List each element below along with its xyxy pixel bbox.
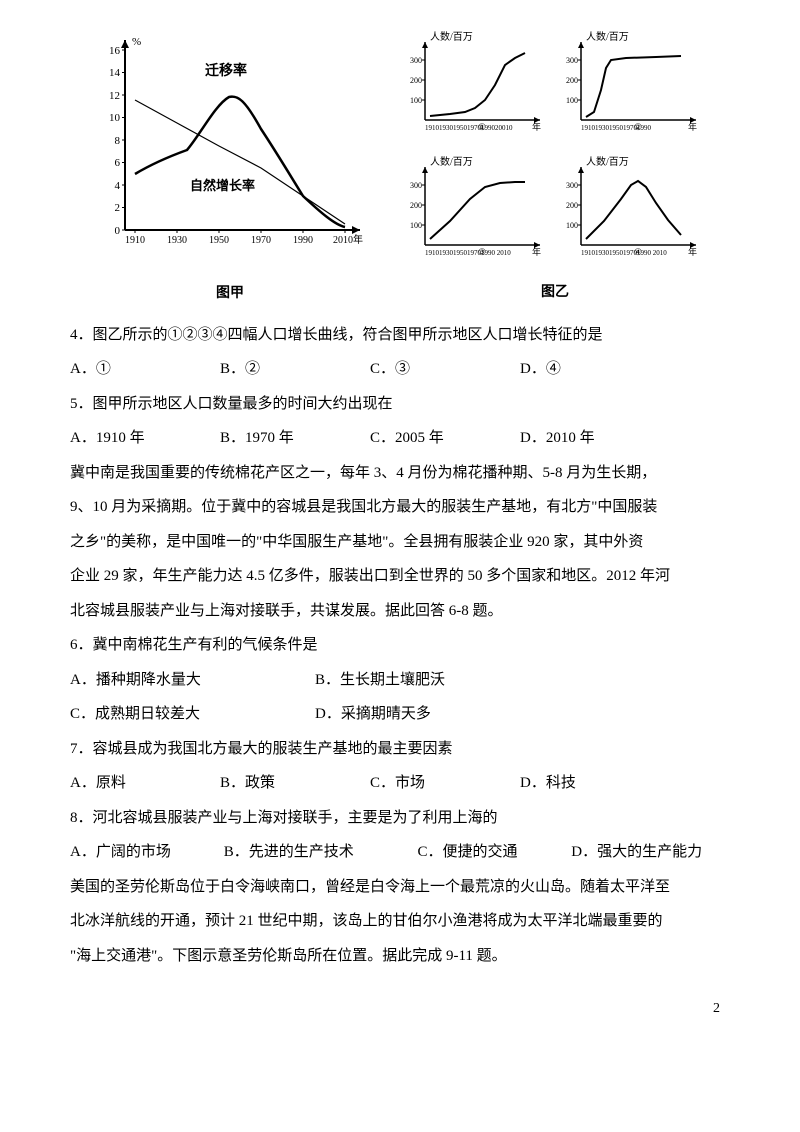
svg-text:人数/百万: 人数/百万: [430, 155, 473, 168]
svg-text:④: ④: [634, 247, 642, 257]
mini-chart-3: 人数/百万 100 200 300 19101930195019701990 201…: [400, 155, 550, 274]
mini-chart-2: 人数/百万 100200300 19101930195019701990 ② 年: [556, 30, 706, 149]
q5-options: A．1910 年 B．1970 年 C．2005 年 D．2010 年: [70, 421, 730, 456]
q6-C: C．成熟期日较差大: [70, 697, 315, 732]
svg-text:年: 年: [688, 246, 697, 257]
q7-stem: 7．容城县成为我国北方最大的服装生产基地的最主要因素: [70, 732, 730, 767]
q7-C: C．市场: [370, 766, 520, 801]
svg-text:200: 200: [410, 201, 422, 210]
mini-chart-4: 人数/百万 100 200 300 19101930195019701990 201…: [556, 155, 706, 274]
q8-A: A．广阔的市场: [70, 835, 220, 870]
svg-text:人数/百万: 人数/百万: [586, 155, 629, 168]
svg-text:1910193019501970199020010: 1910193019501970199020010: [425, 124, 513, 132]
svg-text:年: 年: [688, 121, 697, 132]
svg-text:300: 300: [410, 181, 422, 190]
q8-C: C．便捷的交通: [418, 835, 568, 870]
q8-D: D．强大的生产能力: [571, 835, 702, 870]
svg-text:6: 6: [115, 157, 121, 169]
passage3-l1: 美国的圣劳伦斯岛位于白令海峡南口，曾经是白令海上一个最荒凉的火山岛。随着太平洋至: [70, 870, 730, 905]
svg-text:16: 16: [109, 45, 121, 57]
q5-D: D．2010 年: [520, 421, 670, 456]
svg-text:100: 100: [410, 221, 422, 230]
q4-options: A．① B．② C．③ D．④: [70, 352, 730, 387]
svg-text:1970: 1970: [251, 235, 271, 246]
svg-text:人数/百万: 人数/百万: [586, 30, 629, 43]
q6-D: D．采摘期晴天多: [315, 697, 560, 732]
q6-A: A．播种期降水量大: [70, 663, 315, 698]
svg-text:1950: 1950: [209, 235, 229, 246]
passage3-l3: "海上交通港"。下图示意圣劳伦斯岛所在位置。据此完成 9-11 题。: [70, 939, 730, 974]
q8-B: B．先进的生产技术: [224, 835, 414, 870]
q4-A: A．①: [70, 352, 220, 387]
caption-yi: 图乙: [400, 277, 710, 309]
passage2-l5: 北容城县服装产业与上海对接联手，共谋发展。据此回答 6-8 题。: [70, 594, 730, 629]
svg-text:300: 300: [566, 56, 578, 65]
svg-text:100: 100: [566, 221, 578, 230]
q4-stem: 4．图乙所示的①②③④四幅人口增长曲线，符合图甲所示地区人口增长特征的是: [70, 318, 730, 353]
svg-text:200: 200: [566, 201, 578, 210]
mini-chart-1: 人数/百万 100 200 300 191019301950197019902001…: [400, 30, 550, 149]
svg-text:14: 14: [109, 67, 121, 79]
y-unit: %: [132, 36, 141, 48]
q4-D: D．④: [520, 352, 670, 387]
svg-text:年: 年: [532, 246, 541, 257]
q6-options-row2: C．成熟期日较差大 D．采摘期晴天多: [70, 697, 730, 732]
svg-text:300: 300: [566, 181, 578, 190]
svg-text:1990: 1990: [293, 235, 313, 246]
svg-text:2010年: 2010年: [333, 233, 363, 246]
q5-C: C．2005 年: [370, 421, 520, 456]
q7-A: A．原料: [70, 766, 220, 801]
svg-text:2: 2: [115, 202, 121, 214]
svg-text:8: 8: [115, 135, 121, 147]
svg-text:人数/百万: 人数/百万: [430, 30, 473, 43]
svg-text:③: ③: [478, 247, 486, 257]
svg-text:4: 4: [115, 180, 121, 192]
label-natural: 自然增长率: [190, 178, 255, 193]
q5-A: A．1910 年: [70, 421, 220, 456]
q7-options: A．原料 B．政策 C．市场 D．科技: [70, 766, 730, 801]
q4-C: C．③: [370, 352, 520, 387]
q5-stem: 5．图甲所示地区人口数量最多的时间大约出现在: [70, 387, 730, 422]
q5-B: B．1970 年: [220, 421, 370, 456]
passage3-l2: 北冰洋航线的开通，预计 21 世纪中期，该岛上的甘伯尔小渔港将成为太平洋北端最重…: [70, 904, 730, 939]
q7-B: B．政策: [220, 766, 370, 801]
svg-text:200: 200: [566, 76, 578, 85]
passage2-l3: 之乡"的美称，是中国唯一的"中华国服生产基地"。全县拥有服装企业 920 家，其…: [70, 525, 730, 560]
svg-text:19101930195019701990 2010: 19101930195019701990 2010: [581, 249, 667, 257]
q6-stem: 6．冀中南棉花生产有利的气候条件是: [70, 628, 730, 663]
page-number: 2: [70, 993, 730, 1025]
svg-text:100: 100: [566, 96, 578, 105]
svg-text:10: 10: [109, 112, 121, 124]
svg-text:100: 100: [410, 96, 422, 105]
q8-stem: 8．河北容城县服装产业与上海对接联手，主要是为了利用上海的: [70, 801, 730, 836]
caption-jia: 图甲: [90, 278, 370, 310]
svg-text:②: ②: [634, 122, 642, 132]
svg-text:0: 0: [115, 225, 121, 237]
svg-text:1910: 1910: [125, 235, 145, 246]
figure-row: 0 2 4 6 8 10 12 14 16 % 1910 1930 1950 1…: [70, 30, 730, 310]
figure-jia: 0 2 4 6 8 10 12 14 16 % 1910 1930 1950 1…: [90, 30, 370, 310]
svg-text:1930: 1930: [167, 235, 187, 246]
q7-D: D．科技: [520, 766, 670, 801]
q8-options: A．广阔的市场 B．先进的生产技术 C．便捷的交通 D．强大的生产能力: [70, 835, 730, 870]
svg-text:300: 300: [410, 56, 422, 65]
svg-text:19101930195019701990 2010: 19101930195019701990 2010: [425, 249, 511, 257]
svg-text:12: 12: [109, 90, 120, 102]
svg-text:①: ①: [478, 122, 486, 132]
q6-options-row1: A．播种期降水量大 B．生长期土壤肥沃: [70, 663, 730, 698]
svg-text:年: 年: [532, 121, 541, 132]
passage2-l4: 企业 29 家，年生产能力达 4.5 亿多件，服装出口到全世界的 50 多个国家…: [70, 559, 730, 594]
chart-jia-svg: 0 2 4 6 8 10 12 14 16 % 1910 1930 1950 1…: [90, 30, 370, 260]
q6-B: B．生长期土壤肥沃: [315, 663, 560, 698]
passage2-l1: 冀中南是我国重要的传统棉花产区之一，每年 3、4 月份为棉花播种期、5-8 月为…: [70, 456, 730, 491]
svg-text:200: 200: [410, 76, 422, 85]
figure-yi: 人数/百万 100 200 300 191019301950197019902001…: [400, 30, 710, 310]
label-migrate: 迁移率: [205, 62, 247, 79]
q4-B: B．②: [220, 352, 370, 387]
passage2-l2: 9、10 月为采摘期。位于冀中的容城县是我国北方最大的服装生产基地，有北方"中国…: [70, 490, 730, 525]
